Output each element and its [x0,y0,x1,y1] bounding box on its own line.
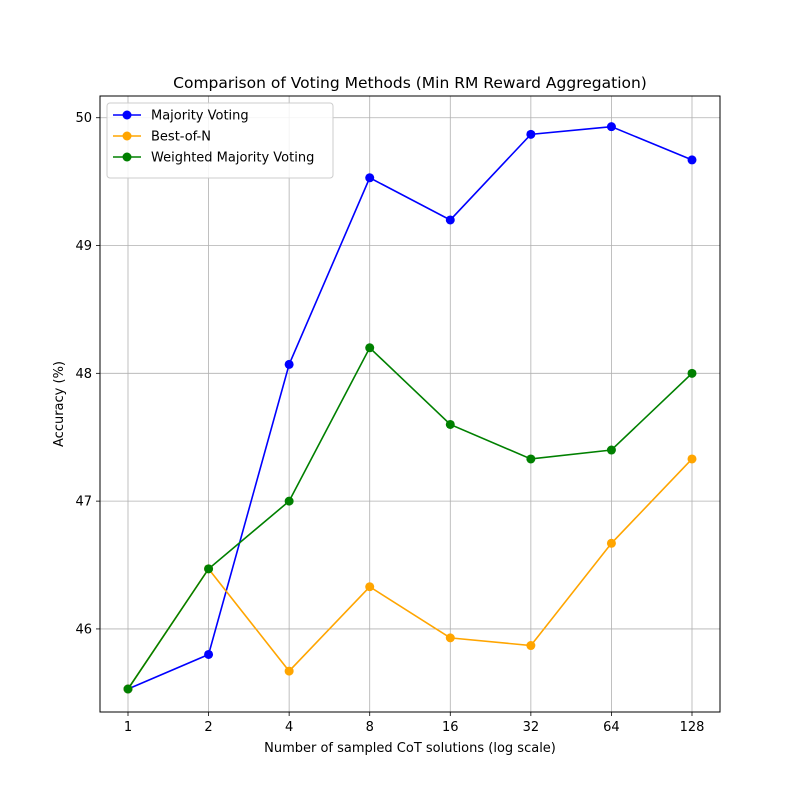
data-point-majority-voting [284,359,294,369]
legend-marker [122,110,132,120]
data-point-best-of-n [445,633,455,643]
data-point-weighted-majority-voting [365,343,375,353]
grid-lines [100,96,720,712]
data-point-best-of-n [365,582,375,592]
y-axis-label: Accuracy (%) [52,361,67,447]
x-tick-label: 8 [366,720,374,735]
x-axis-ticks: 1 2 4 8 16 32 64 128 [124,712,705,735]
y-axis-ticks: 46 47 48 49 50 [75,111,100,637]
x-tick-label: 32 [523,720,540,735]
x-tick-label: 2 [204,720,212,735]
series-line-weighted-majority-voting [127,346,693,690]
legend-marker [122,152,132,162]
data-point-weighted-majority-voting [445,419,455,429]
data-point-majority-voting [687,155,697,165]
legend-label: Best-of-N [151,130,211,145]
data-point-weighted-majority-voting [284,496,294,506]
y-tick-label: 47 [75,495,92,510]
legend-marker [122,131,132,141]
plot-frame [99,95,721,713]
x-tick-label: 4 [285,720,293,735]
data-point-best-of-n [606,538,616,548]
x-axis-label: Number of sampled CoT solutions (log sca… [264,741,556,756]
legend-label: Weighted Majority Voting [151,151,314,166]
y-tick-label: 46 [75,622,92,637]
legend-box [106,102,334,179]
data-point-majority-voting [526,129,536,139]
data-point-best-of-n [284,666,294,676]
data-point-best-of-n [526,641,536,651]
data-point-majority-voting [445,215,455,225]
x-tick-label: 16 [442,720,459,735]
data-point-majority-voting [204,649,214,659]
series-line-majority-voting [127,125,693,690]
data-point-weighted-majority-voting [526,454,536,464]
legend-label: Majority Voting [151,109,249,124]
x-tick-label: 64 [603,720,620,735]
data-series [123,122,697,694]
chart-title: Comparison of Voting Methods (Min RM Rew… [173,74,647,92]
data-point-best-of-n [687,454,697,464]
series-line-best-of-n [127,458,693,690]
data-point-weighted-majority-voting [687,368,697,378]
x-tick-label: 1 [124,720,132,735]
data-point-majority-voting [365,173,375,183]
x-tick-label: 128 [680,720,705,735]
data-point-majority-voting [606,122,616,132]
y-tick-label: 49 [75,239,92,254]
y-tick-label: 48 [75,367,92,382]
data-point-weighted-majority-voting [204,564,214,574]
y-tick-label: 50 [75,111,92,126]
legend: Majority Voting Best-of-N Weighted Majorit… [106,102,334,179]
data-point-weighted-majority-voting [606,445,616,455]
data-point-weighted-majority-voting [123,684,133,694]
